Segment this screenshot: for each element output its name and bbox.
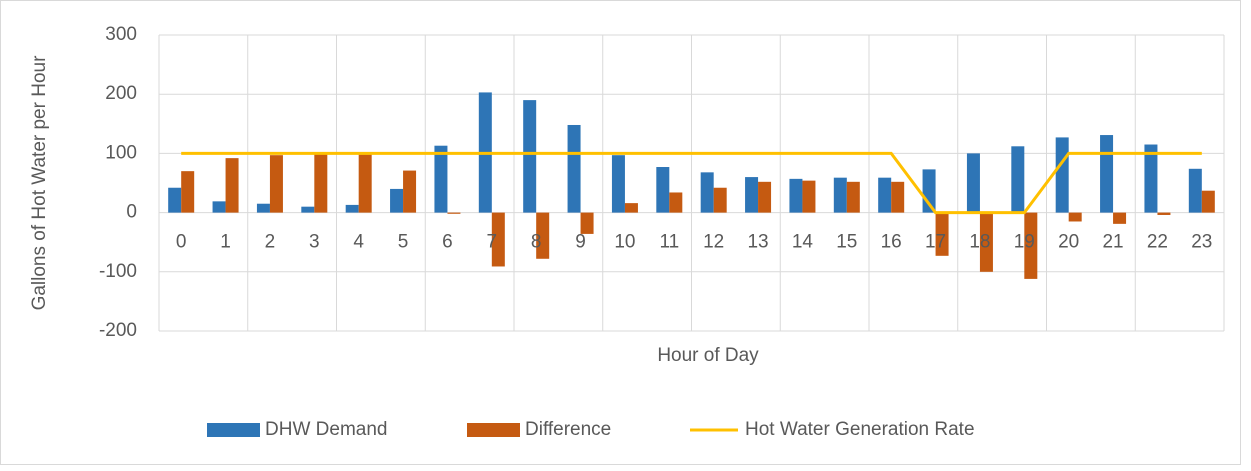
bar [935, 212, 949, 256]
x-tick-label: 1 [220, 232, 231, 253]
bar [256, 203, 270, 213]
bar [1188, 168, 1202, 213]
bar [536, 212, 550, 259]
bar [1068, 212, 1082, 222]
x-tick-label: 23 [1191, 232, 1212, 253]
x-tick-label: 21 [1102, 232, 1123, 253]
y-axis-title: Gallons of Hot Water per Hour [29, 55, 50, 311]
bar [1144, 144, 1158, 213]
bar [846, 181, 860, 213]
bar [225, 158, 239, 213]
x-tick-label: 12 [703, 232, 724, 253]
bar [447, 212, 461, 214]
bar [491, 212, 505, 267]
x-tick-label: 0 [176, 232, 187, 253]
bar [1055, 137, 1069, 213]
y-tick-label: 100 [105, 142, 137, 163]
bar [758, 181, 772, 213]
bar [1113, 212, 1127, 224]
bar [314, 153, 328, 213]
bar [358, 154, 372, 213]
bar [269, 155, 283, 213]
bar [966, 153, 980, 213]
bar [833, 177, 847, 213]
bar [1011, 146, 1025, 213]
line [181, 151, 1202, 215]
x-tick-label: 5 [398, 232, 409, 253]
x-tick-label: 4 [353, 232, 364, 253]
x-tick-label: 15 [836, 232, 857, 253]
bar [1201, 190, 1215, 213]
bar [669, 192, 683, 213]
x-tick-label: 3 [309, 232, 320, 253]
bar [181, 171, 195, 213]
bar [301, 206, 315, 213]
bar [789, 178, 803, 213]
legend-label: DHW Demand [265, 419, 387, 440]
bar [891, 181, 905, 213]
bar [713, 187, 727, 213]
x-tick-label: 18 [969, 232, 990, 253]
bar [979, 212, 993, 272]
bar [624, 203, 638, 213]
x-tick-label: 17 [925, 232, 946, 253]
legend-label: Difference [525, 419, 611, 440]
legend-label: Hot Water Generation Rate [745, 419, 975, 440]
bar [345, 204, 359, 213]
bar [567, 124, 581, 213]
bar [611, 155, 625, 213]
x-tick-label: 2 [265, 232, 276, 253]
x-tick-label: 6 [442, 232, 453, 253]
y-tick-label: 200 [105, 83, 137, 104]
legend-swatch [467, 423, 520, 437]
bar [1024, 212, 1038, 279]
bar [656, 167, 670, 213]
bar [168, 187, 182, 213]
y-tick-label: -200 [99, 320, 137, 341]
bar [878, 177, 892, 213]
y-tick-label: 0 [126, 202, 137, 223]
x-tick-label: 8 [531, 232, 542, 253]
x-axis-title: Hour of Day [657, 345, 759, 366]
x-tick-label: 20 [1058, 232, 1079, 253]
bar [523, 100, 537, 213]
legend-swatch [207, 423, 260, 437]
x-tick-label: 7 [487, 232, 498, 253]
bar [580, 212, 594, 234]
x-tick-label: 22 [1147, 232, 1168, 253]
bar [700, 172, 714, 213]
bar [802, 180, 816, 213]
bar [1100, 135, 1114, 213]
bar [403, 170, 417, 213]
bar [434, 145, 448, 213]
bar [745, 177, 759, 213]
x-tick-label: 19 [1014, 232, 1035, 253]
x-tick-label: 13 [747, 232, 768, 253]
y-tick-label: 300 [105, 24, 137, 45]
x-tick-label: 14 [792, 232, 814, 253]
x-tick-label: 16 [881, 232, 902, 253]
y-tick-label: -100 [99, 261, 137, 282]
bar [212, 201, 226, 213]
bar [390, 188, 404, 213]
x-tick-label: 11 [659, 232, 679, 253]
x-tick-label: 10 [614, 232, 635, 253]
x-tick-label: 9 [575, 232, 586, 253]
bar [1157, 212, 1171, 215]
